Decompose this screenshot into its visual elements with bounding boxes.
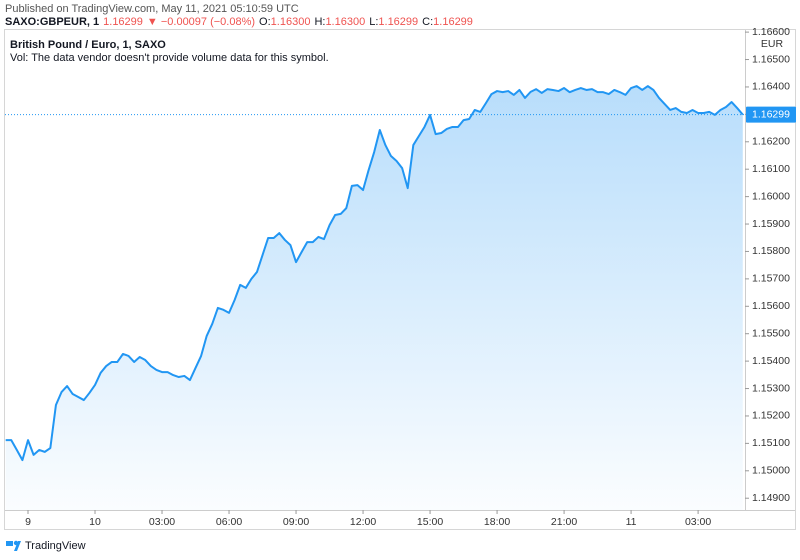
area-fill	[5, 86, 743, 510]
ohlc-key: O:	[259, 16, 271, 28]
price-line	[5, 85, 744, 462]
y-tick-label: 1.16100	[752, 163, 790, 175]
x-tick-label: 10	[89, 516, 101, 528]
ohlc-key: H:	[314, 16, 325, 28]
x-tick-label: 06:00	[216, 516, 242, 528]
chart-frame	[4, 29, 796, 530]
y-tick-label: 1.15300	[752, 382, 790, 394]
y-tick-label: 1.16400	[752, 81, 790, 93]
x-tick-label: 12:00	[350, 516, 376, 528]
y-tick-label: 1.15000	[752, 465, 790, 477]
change: ▼ −0.00097 (−0.08%)	[147, 16, 255, 28]
symbol-line: SAXO:GBPEUR, 1 1.16299 ▼ −0.00097 (−0.08%)…	[5, 16, 473, 28]
symbol: SAXO:GBPEUR, 1	[5, 16, 99, 28]
y-tick-label: 1.14900	[752, 492, 790, 504]
ohlc-value: 1.16300	[325, 16, 365, 28]
ohlc-value: 1.16299	[378, 16, 418, 28]
y-tick-label: 1.15600	[752, 300, 790, 312]
price: 1.16299	[103, 16, 143, 28]
x-tick-label: 18:00	[484, 516, 510, 528]
y-tick-label: 1.16600	[752, 26, 790, 38]
y-tick-label: 1.15900	[752, 218, 790, 230]
chart-title: British Pound / Euro, 1, SAXO	[10, 39, 166, 51]
x-tick-label: 03:00	[149, 516, 175, 528]
footer-brand: TradingView	[25, 540, 86, 552]
y-tick-label: 1.16000	[752, 190, 790, 202]
published-note: Published on TradingView.com, May 11, 20…	[5, 3, 299, 15]
last-price-tag	[746, 106, 796, 123]
y-tick-label: 1.16500	[752, 53, 790, 65]
y-tick-label: 1.15400	[752, 355, 790, 367]
x-tick-label: 15:00	[417, 516, 443, 528]
x-tick-label: 03:00	[685, 516, 711, 528]
x-tick-label: 11	[626, 516, 637, 528]
y-tick-label: 1.15100	[752, 437, 790, 449]
ohlc-key: C:	[422, 16, 433, 28]
y-tick-label: 1.15800	[752, 245, 790, 257]
x-tick-label: 9	[25, 516, 31, 528]
y-tick-label: 1.15500	[752, 327, 790, 339]
chart-subtitle: Vol: The data vendor doesn't provide vol…	[10, 52, 329, 64]
x-tick-label: 21:00	[551, 516, 577, 528]
ohlc-value: 1.16299	[433, 16, 473, 28]
y-tick-label: 1.15700	[752, 273, 790, 285]
currency-label: EUR	[761, 38, 784, 50]
ohlc-key: L:	[369, 16, 378, 28]
logo	[6, 540, 21, 551]
ohlc-value: 1.16300	[271, 16, 311, 28]
x-tick-label: 09:00	[283, 516, 309, 528]
last-price-label: 1.16299	[752, 108, 790, 120]
y-tick-label: 1.15200	[752, 410, 790, 422]
y-tick-label: 1.16200	[752, 136, 790, 148]
